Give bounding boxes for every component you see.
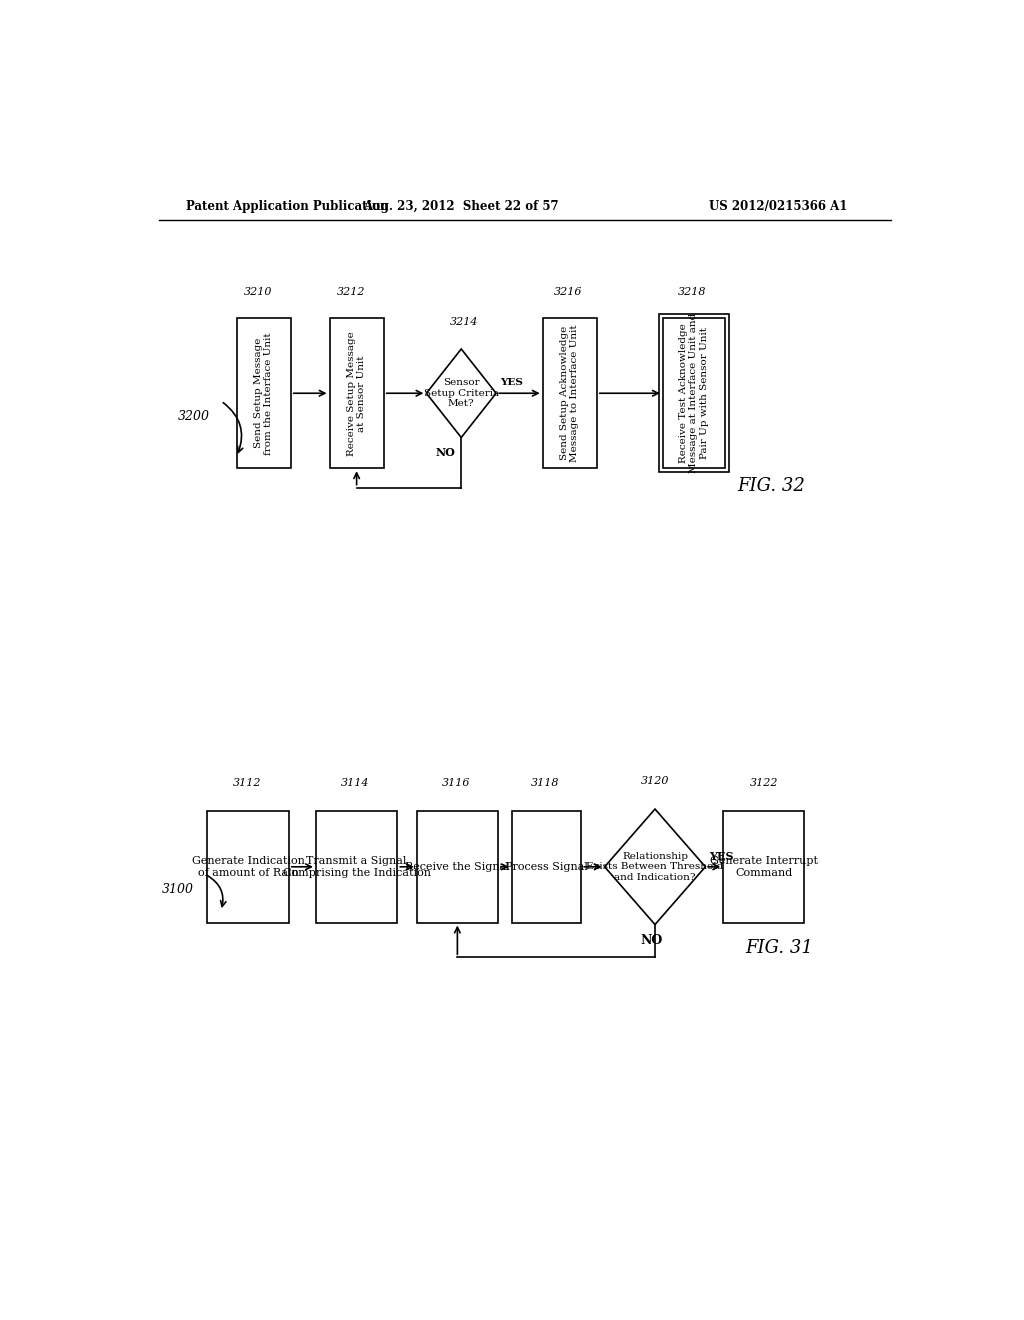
Text: FIG. 31: FIG. 31 — [745, 940, 813, 957]
Text: Receive the Signal: Receive the Signal — [406, 862, 510, 871]
Text: 3120: 3120 — [641, 776, 670, 785]
Text: 3200: 3200 — [177, 409, 209, 422]
Text: 3210: 3210 — [245, 286, 272, 297]
Text: Receive Test Acknowledge
Message at Interface Unit and
Pair Up with Sensor Unit: Receive Test Acknowledge Message at Inte… — [679, 313, 709, 474]
Text: 3216: 3216 — [554, 286, 583, 297]
Text: US 2012/0215366 A1: US 2012/0215366 A1 — [710, 199, 848, 213]
Text: 3214: 3214 — [450, 317, 478, 327]
Text: 3218: 3218 — [678, 286, 707, 297]
Bar — [658, 314, 729, 473]
Text: NO: NO — [640, 933, 663, 946]
Polygon shape — [426, 348, 496, 437]
Text: 3114: 3114 — [341, 777, 370, 788]
Text: Patent Application Publication: Patent Application Publication — [186, 199, 389, 213]
Text: 3100: 3100 — [162, 883, 194, 896]
Text: 3118: 3118 — [531, 777, 559, 788]
Text: NO: NO — [435, 446, 455, 458]
Text: Send Setup Acknowledge
Message to Interface Unit: Send Setup Acknowledge Message to Interf… — [560, 325, 580, 462]
Polygon shape — [604, 809, 706, 924]
Text: Aug. 23, 2012  Sheet 22 of 57: Aug. 23, 2012 Sheet 22 of 57 — [364, 199, 559, 213]
Bar — [330, 318, 384, 469]
Text: FIG. 32: FIG. 32 — [737, 478, 805, 495]
Text: Sensor
Setup Criteria
Met?: Sensor Setup Criteria Met? — [424, 379, 499, 408]
Text: 3112: 3112 — [232, 777, 261, 788]
Text: Relationship
Exists Between Threshold
and Indication?: Relationship Exists Between Threshold an… — [587, 851, 724, 882]
Text: Send Setup Message
from the Interface Unit: Send Setup Message from the Interface Un… — [254, 331, 273, 454]
Bar — [663, 318, 725, 469]
Bar — [417, 810, 498, 923]
Bar — [208, 810, 289, 923]
Bar — [723, 810, 804, 923]
Text: Transmit a Signal
Comprising the Indication: Transmit a Signal Comprising the Indicat… — [283, 855, 431, 878]
Text: 3116: 3116 — [442, 777, 470, 788]
Bar — [237, 318, 291, 469]
Bar — [543, 318, 597, 469]
Text: Process Signal: Process Signal — [505, 862, 588, 871]
Bar — [316, 810, 397, 923]
Text: 3122: 3122 — [750, 777, 778, 788]
Bar — [512, 810, 582, 923]
Text: Receive Setup Message
at Sensor Unit: Receive Setup Message at Sensor Unit — [347, 331, 367, 455]
Text: YES: YES — [500, 378, 523, 387]
Text: Generate Interrupt
Command: Generate Interrupt Command — [710, 855, 817, 878]
Text: 3212: 3212 — [337, 286, 366, 297]
Text: YES: YES — [710, 851, 734, 862]
Text: Generate Indication
of amount of Rain: Generate Indication of amount of Rain — [191, 855, 304, 878]
